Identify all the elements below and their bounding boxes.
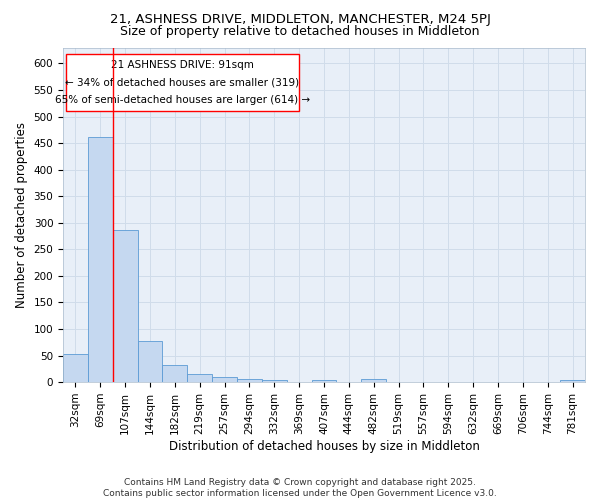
Bar (63, 354, 88, 382)
Text: 21, ASHNESS DRIVE, MIDDLETON, MANCHESTER, M24 5PJ: 21, ASHNESS DRIVE, MIDDLETON, MANCHESTER… (110, 12, 490, 26)
Text: 65% of semi-detached houses are larger (614) →: 65% of semi-detached houses are larger (… (55, 95, 310, 105)
Bar (187, 374, 212, 382)
Bar (361, 380, 386, 382)
Bar (560, 380, 585, 382)
Text: ← 34% of detached houses are smaller (319): ← 34% of detached houses are smaller (31… (65, 78, 299, 88)
Bar (237, 379, 262, 382)
Bar (262, 380, 287, 382)
Bar (137, 341, 163, 382)
Bar (163, 365, 187, 382)
Bar (88, 136, 113, 382)
Bar (212, 377, 237, 382)
FancyBboxPatch shape (65, 54, 299, 111)
Text: 21 ASHNESS DRIVE: 91sqm: 21 ASHNESS DRIVE: 91sqm (111, 60, 254, 70)
X-axis label: Distribution of detached houses by size in Middleton: Distribution of detached houses by size … (169, 440, 479, 452)
Bar (113, 230, 137, 382)
Bar (311, 380, 337, 382)
Text: Contains HM Land Registry data © Crown copyright and database right 2025.
Contai: Contains HM Land Registry data © Crown c… (103, 478, 497, 498)
Y-axis label: Number of detached properties: Number of detached properties (15, 122, 28, 308)
Text: Size of property relative to detached houses in Middleton: Size of property relative to detached ho… (120, 25, 480, 38)
